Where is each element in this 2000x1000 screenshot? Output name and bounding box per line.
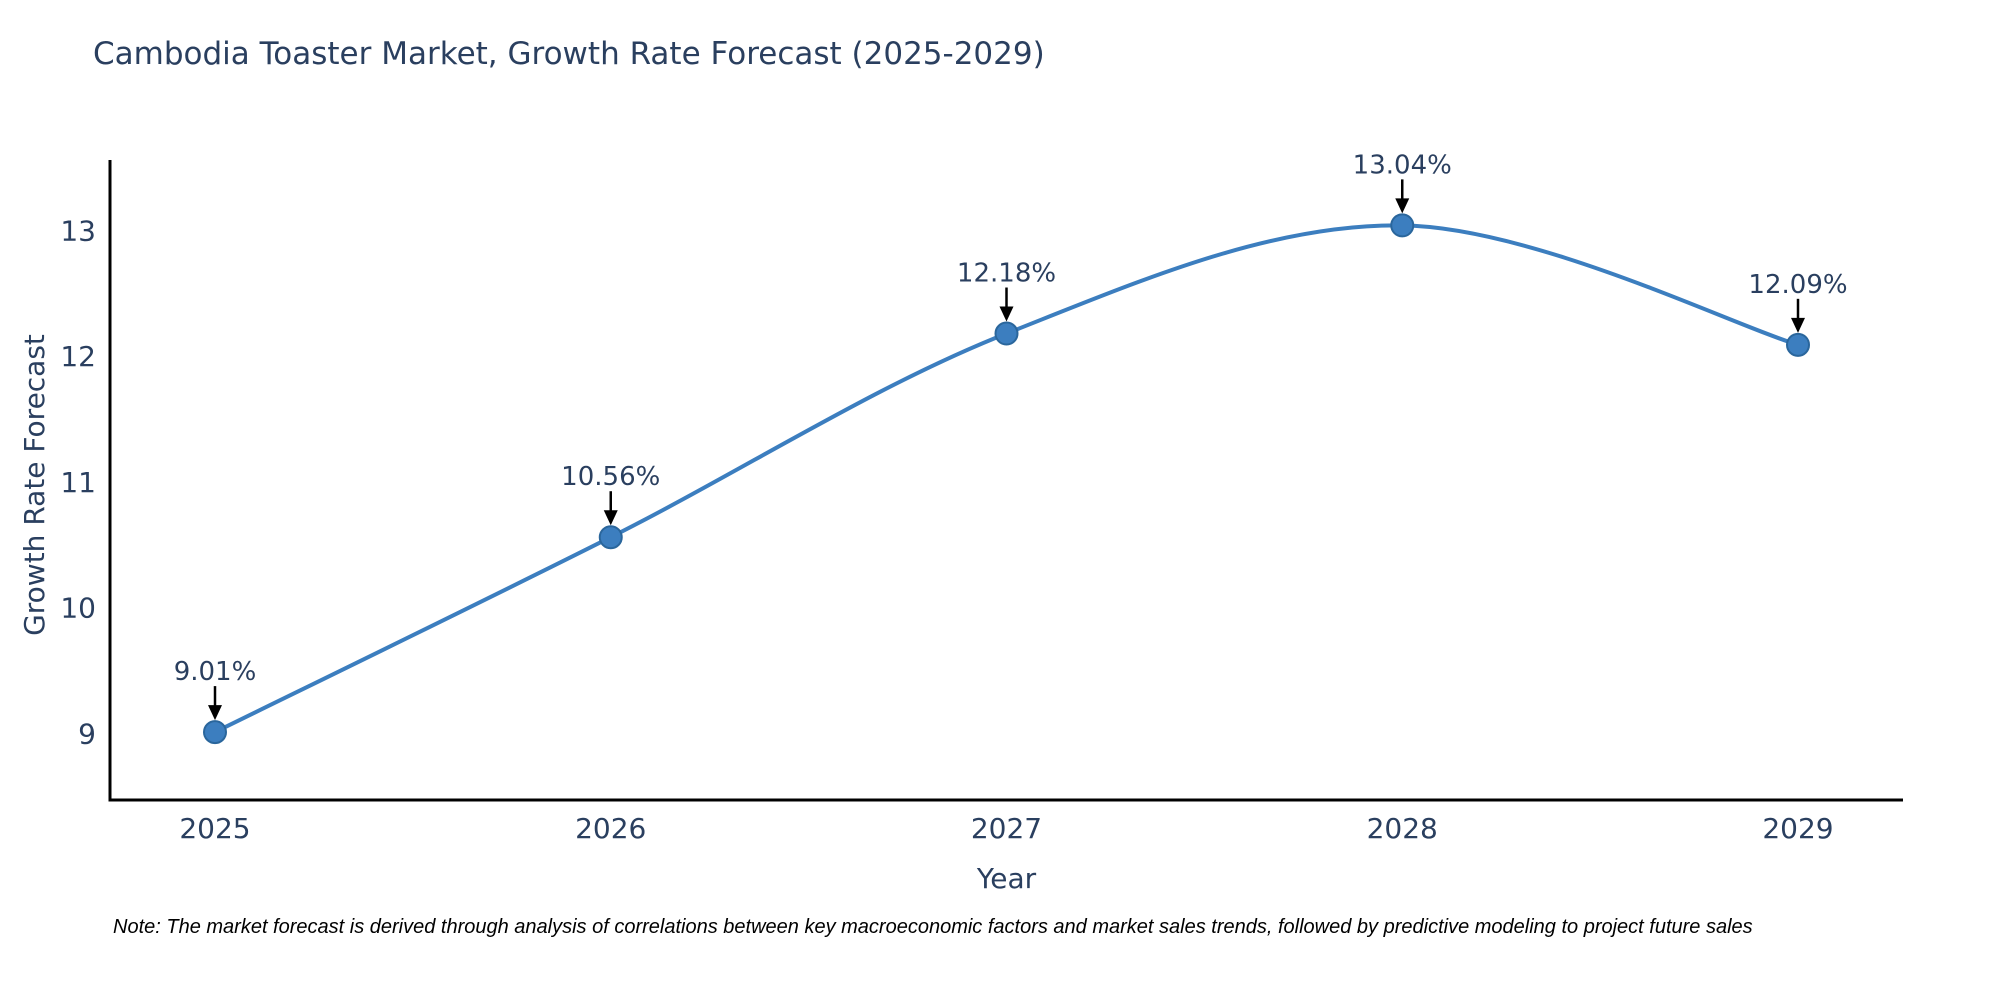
- x-tick-label: 2028: [1367, 812, 1438, 845]
- data-point-label: 10.56%: [561, 462, 660, 492]
- data-point-marker: [598, 525, 623, 550]
- chart-title: Cambodia Toaster Market, Growth Rate For…: [93, 36, 1045, 72]
- y-tick-label: 9: [78, 717, 96, 750]
- y-tick-label: 13: [60, 214, 96, 247]
- x-axis-title: Year: [976, 862, 1037, 895]
- x-tick-label: 2025: [179, 812, 250, 845]
- annotation-arrowhead: [1791, 317, 1805, 333]
- annotation-arrowhead: [999, 306, 1014, 322]
- annotation-arrowhead: [603, 510, 618, 526]
- y-tick-label: 11: [60, 466, 96, 499]
- data-point-marker: [203, 720, 227, 745]
- data-point-label: 12.18%: [957, 259, 1056, 289]
- data-point-marker: [994, 321, 1019, 346]
- y-tick-label: 12: [60, 340, 96, 373]
- y-axis-title: Growth Rate Forecast: [18, 334, 51, 636]
- axis-line: [108, 160, 1903, 802]
- footnote: Note: The market forecast is derived thr…: [113, 916, 1753, 938]
- annotation-arrowhead: [1395, 198, 1410, 214]
- data-point-marker: [1390, 213, 1415, 238]
- data-point-label: 13.04%: [1353, 150, 1452, 180]
- data-point-label: 12.09%: [1748, 270, 1847, 300]
- x-tick-label: 2029: [1762, 812, 1833, 845]
- x-tick-label: 2027: [971, 812, 1042, 845]
- x-tick-label: 2026: [575, 812, 646, 845]
- annotation-arrowhead: [208, 705, 222, 721]
- data-point-label: 9.01%: [174, 657, 257, 687]
- y-tick-label: 10: [60, 592, 96, 625]
- data-point-marker: [1786, 332, 1810, 357]
